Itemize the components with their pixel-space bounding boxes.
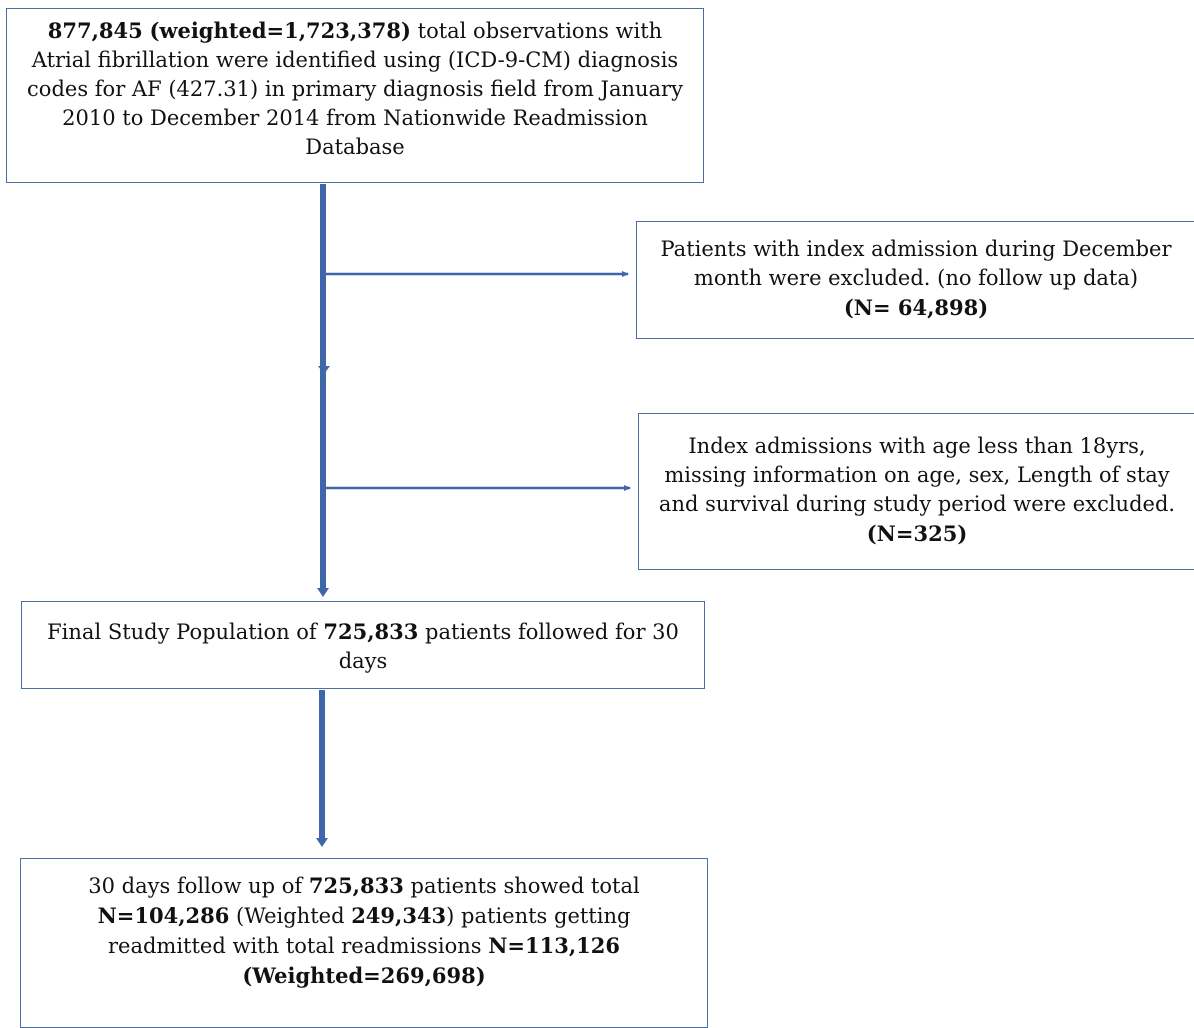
main-flow-line (320, 184, 326, 590)
final-population-line2: days (338, 649, 388, 673)
followup-line2: N=104,286 (Weighted 249,343) patients ge… (97, 903, 631, 928)
exclusion-missing-line1: Index admissions with age less than 18yr… (688, 434, 1146, 458)
lower-flow-line (319, 690, 325, 840)
exclusion-missing-line3: and survival during study period were ex… (658, 492, 1176, 516)
followup-line4: (Weighted=269,698) (242, 963, 486, 988)
followup-results-box: 30 days follow up of 725,833 patients sh… (20, 858, 708, 1028)
exclusion-missing-line2: missing information on age, sex, Length … (664, 463, 1170, 487)
main-flow-arrowhead (317, 588, 329, 597)
initial-cohort-line5: Database (305, 135, 405, 159)
lower-flow-arrowhead (316, 838, 328, 847)
exclusion-missing-data-box: Index admissions with age less than 18yr… (638, 413, 1194, 570)
initial-cohort-line1: 877,845 (weighted=1,723,378) total obser… (47, 18, 663, 43)
final-population-line1: Final Study Population of 725,833 patien… (47, 619, 679, 644)
final-population-box: Final Study Population of 725,833 patien… (21, 601, 705, 689)
followup-line3: readmitted with total readmissions N=113… (108, 933, 620, 958)
exclusion-missing-count: (N=325) (866, 521, 968, 546)
followup-line1: 30 days follow up of 725,833 patients sh… (88, 873, 640, 898)
initial-cohort-box: 877,845 (weighted=1,723,378) total obser… (6, 8, 704, 183)
initial-cohort-line3: codes for AF (427.31) in primary diagnos… (27, 77, 683, 101)
exclusion-december-line2: month were excluded. (no follow up data) (693, 266, 1139, 290)
exclusion-december-count: (N= 64,898) (843, 295, 989, 320)
exclusion-december-box: Patients with index admission during Dec… (636, 221, 1194, 339)
initial-cohort-line2: Atrial fibrillation were identified usin… (31, 48, 679, 72)
initial-cohort-line4: 2010 to December 2014 from Nationwide Re… (62, 106, 648, 130)
exclusion-december-line1: Patients with index admission during Dec… (660, 237, 1172, 261)
mid-flow-tick (318, 366, 330, 374)
